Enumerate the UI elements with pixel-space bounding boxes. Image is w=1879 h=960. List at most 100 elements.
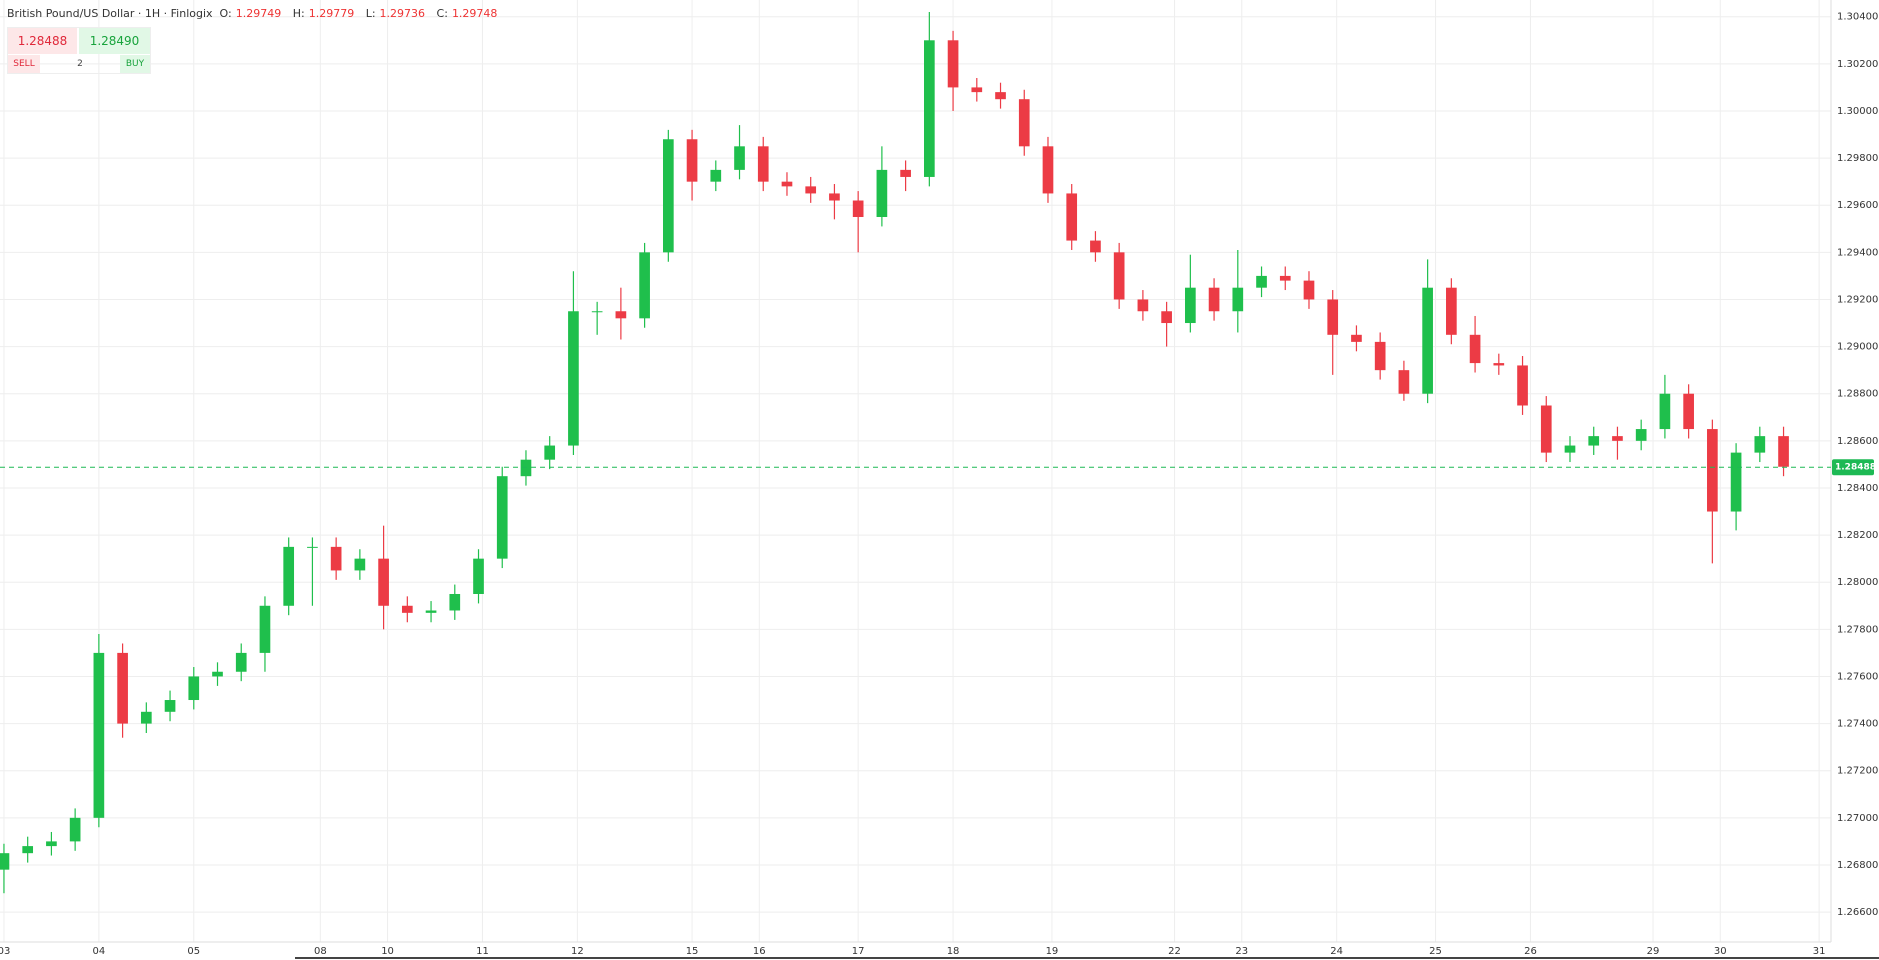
x-tick-label: 04	[92, 946, 105, 957]
y-tick-label: 1.27400	[1837, 719, 1878, 730]
candle-body	[829, 193, 840, 201]
candle-body	[69, 817, 81, 842]
candle-body	[662, 139, 674, 253]
candle-body	[1422, 287, 1433, 394]
candle-body	[1161, 311, 1172, 324]
candle-body	[1374, 341, 1386, 371]
x-tick-label: 25	[1429, 946, 1442, 957]
candle-body	[852, 200, 864, 218]
candle-body	[1018, 99, 1030, 147]
last-price-label: 1.28488	[1835, 463, 1876, 473]
candle-body	[401, 605, 413, 613]
candle-body	[1446, 287, 1457, 335]
x-tick-label: 17	[852, 946, 865, 957]
x-tick-label: 16	[753, 946, 766, 957]
candle-body	[734, 146, 745, 170]
candle-body	[971, 87, 983, 93]
x-tick-label: 15	[686, 946, 699, 957]
buy-button[interactable]: BUY	[120, 55, 150, 73]
candle-body	[1398, 370, 1410, 394]
y-tick-label: 1.30400	[1837, 12, 1878, 23]
candle-body	[1469, 334, 1481, 364]
x-tick-label: 30	[1714, 946, 1727, 957]
candle-body	[615, 311, 627, 319]
candle-body	[1279, 275, 1291, 281]
buy-price[interactable]: 1.28490	[79, 28, 150, 54]
y-tick-label: 1.29400	[1837, 247, 1878, 258]
candle-body	[140, 711, 152, 724]
last-price-badge	[1832, 459, 1874, 476]
close-value: 1.29748	[451, 7, 498, 20]
candle-body	[876, 169, 888, 218]
candle-body	[259, 605, 271, 653]
x-tick-label: 05	[187, 946, 200, 957]
candle-body	[591, 311, 603, 313]
y-tick-label: 1.29200	[1837, 294, 1878, 305]
low-label: L:	[365, 7, 376, 20]
y-tick-label: 1.28000	[1837, 577, 1878, 588]
candle-body	[1042, 146, 1054, 194]
open-value: 1.29749	[235, 7, 282, 20]
quantity[interactable]: 2	[77, 59, 83, 69]
candle-body	[235, 652, 247, 672]
x-tick-label: 11	[476, 946, 489, 957]
candle-body	[1303, 280, 1315, 300]
candle-body	[473, 558, 484, 594]
candle-body	[995, 92, 1006, 100]
x-tick-label: 31	[1813, 946, 1826, 957]
candle-body	[283, 546, 295, 606]
candle-body	[449, 593, 461, 611]
candle-body	[188, 676, 200, 701]
candle-body	[568, 311, 579, 446]
candle-body	[924, 40, 935, 177]
candle-body	[46, 841, 57, 847]
candle-body	[1659, 393, 1671, 430]
x-tick-label: 22	[1168, 946, 1181, 957]
candle-body	[425, 610, 437, 613]
y-tick-label: 1.26800	[1837, 860, 1878, 871]
trade-widget: 1.28488 1.28490 SELL 2 BUY	[7, 27, 151, 74]
candle-body	[1612, 436, 1623, 441]
candle-body	[0, 853, 10, 870]
candle-body	[1256, 275, 1267, 288]
candle-body	[1635, 429, 1647, 441]
candle-body	[212, 671, 223, 677]
x-tick-label: 24	[1330, 946, 1343, 957]
candle-body	[1707, 429, 1718, 512]
candle-body	[900, 169, 911, 177]
sell-button[interactable]: SELL	[8, 55, 40, 73]
low-value: 1.29736	[379, 7, 426, 20]
candle-body	[1137, 299, 1149, 312]
candle-body	[93, 652, 105, 818]
y-tick-label: 1.29800	[1837, 153, 1878, 164]
x-tick-label: 23	[1235, 946, 1248, 957]
sell-price[interactable]: 1.28488	[8, 28, 77, 54]
y-tick-label: 1.27600	[1837, 671, 1878, 682]
candle-body	[1066, 193, 1078, 241]
candle-body	[1754, 436, 1766, 453]
candle-body	[520, 459, 532, 477]
x-tick-label: 18	[947, 946, 960, 957]
candle-body	[1185, 287, 1196, 324]
candle-body	[781, 181, 793, 187]
candle-body	[1232, 287, 1244, 312]
x-tick-label: 08	[314, 946, 327, 957]
candle-body	[1683, 393, 1694, 430]
candle-body	[1564, 445, 1576, 453]
candle-body	[686, 139, 698, 182]
candle-body	[1493, 363, 1505, 366]
candle-body	[1540, 405, 1552, 453]
y-tick-label: 1.27200	[1837, 766, 1878, 777]
x-tick-label: 10	[381, 946, 394, 957]
candle-body	[710, 169, 722, 182]
candle-body	[330, 546, 342, 571]
candle-body	[1113, 252, 1125, 300]
candle-body	[639, 252, 650, 319]
x-tick-label: 29	[1647, 946, 1660, 957]
y-tick-label: 1.29000	[1837, 342, 1878, 353]
y-tick-label: 1.26600	[1837, 907, 1878, 918]
open-label: O:	[219, 7, 232, 20]
candle-body	[1588, 436, 1600, 446]
